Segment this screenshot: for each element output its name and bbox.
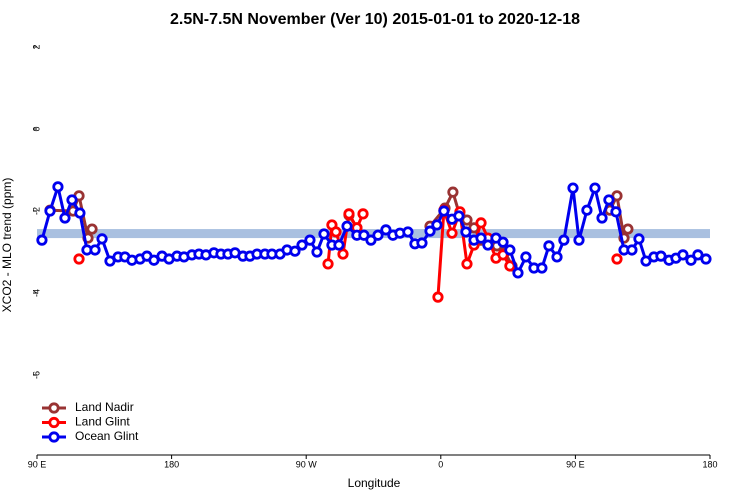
data-point	[468, 222, 480, 234]
data-point	[322, 258, 334, 270]
data-point	[73, 253, 85, 265]
legend-label: Land Nadir	[75, 400, 134, 414]
data-point	[148, 254, 160, 266]
data-point	[86, 223, 98, 235]
data-point	[475, 232, 487, 244]
data-point	[438, 205, 450, 217]
data-point	[626, 244, 638, 256]
x-axis-label: Longitude	[348, 476, 401, 490]
legend-label: Land Glint	[75, 415, 130, 429]
y-tick-label: 0	[31, 127, 41, 132]
data-point	[581, 204, 593, 216]
data-point	[341, 220, 353, 232]
data-point	[431, 219, 443, 231]
data-point	[692, 249, 704, 261]
data-point	[357, 208, 369, 220]
data-point	[104, 255, 116, 267]
data-point	[330, 226, 342, 238]
x-tick-label: 90 E	[28, 459, 47, 469]
x-tick-label: 90 W	[296, 459, 318, 469]
data-point	[611, 190, 623, 202]
data-point	[558, 234, 570, 246]
data-point	[318, 228, 330, 240]
y-tick-label: -4	[31, 289, 41, 297]
y-tick-label: -2	[31, 207, 41, 215]
data-point	[66, 194, 78, 206]
x-tick-label: 0	[438, 459, 443, 469]
chart-title: 2.5N-7.5N November (Ver 10) 2015-01-01 t…	[170, 11, 580, 28]
data-point	[333, 239, 345, 251]
data-point	[633, 233, 645, 245]
data-point	[365, 234, 377, 246]
data-point	[573, 234, 585, 246]
data-point	[461, 258, 473, 270]
data-point	[611, 253, 623, 265]
data-point	[504, 260, 516, 272]
data-point	[685, 254, 697, 266]
data-point	[700, 253, 712, 265]
data-point	[567, 182, 579, 194]
legend-marker	[48, 431, 60, 443]
data-point	[536, 262, 548, 274]
y-axis-label: XCO2 - MLO trend (ppm)	[0, 178, 14, 313]
x-tick-label: 90 E	[566, 459, 585, 469]
legend-marker	[48, 416, 60, 429]
data-point	[482, 239, 494, 251]
data-point	[512, 267, 524, 279]
data-point	[610, 206, 622, 218]
data-point	[447, 186, 459, 198]
data-point	[304, 234, 316, 246]
data-point	[551, 251, 563, 263]
data-point	[504, 244, 516, 256]
data-point	[358, 229, 370, 241]
data-point	[497, 236, 509, 248]
data-point	[461, 214, 473, 226]
data-point	[296, 239, 308, 251]
data-point	[446, 227, 458, 239]
data-point	[416, 237, 428, 249]
data-point	[36, 234, 48, 246]
data-point	[589, 182, 601, 194]
data-point	[475, 217, 487, 229]
data-point	[96, 233, 108, 245]
data-point	[655, 250, 667, 262]
legend-label: Ocean Glint	[75, 429, 139, 443]
legend-marker	[48, 402, 60, 414]
x-tick-label: 180	[164, 459, 179, 469]
data-point	[380, 224, 392, 236]
data-point	[372, 229, 384, 241]
data-point	[343, 208, 355, 220]
data-point	[622, 223, 634, 235]
data-point	[52, 181, 64, 193]
data-point	[89, 244, 101, 256]
data-point	[59, 212, 71, 224]
data-point	[402, 226, 414, 238]
data-point	[453, 210, 465, 222]
x-tick-label: 180	[702, 459, 717, 469]
data-point	[603, 194, 615, 206]
data-point	[74, 207, 86, 219]
y-tick-label: 2	[31, 44, 41, 49]
data-point	[677, 249, 689, 261]
y-tick-label: -6	[31, 371, 41, 379]
data-point	[520, 251, 532, 263]
data-point	[460, 226, 472, 238]
data-point	[596, 212, 608, 224]
data-point	[424, 225, 436, 237]
data-point	[543, 240, 555, 252]
data-point	[311, 246, 323, 258]
data-point	[289, 245, 301, 257]
data-point	[432, 291, 444, 303]
data-point	[44, 205, 56, 217]
data-point	[337, 248, 349, 260]
